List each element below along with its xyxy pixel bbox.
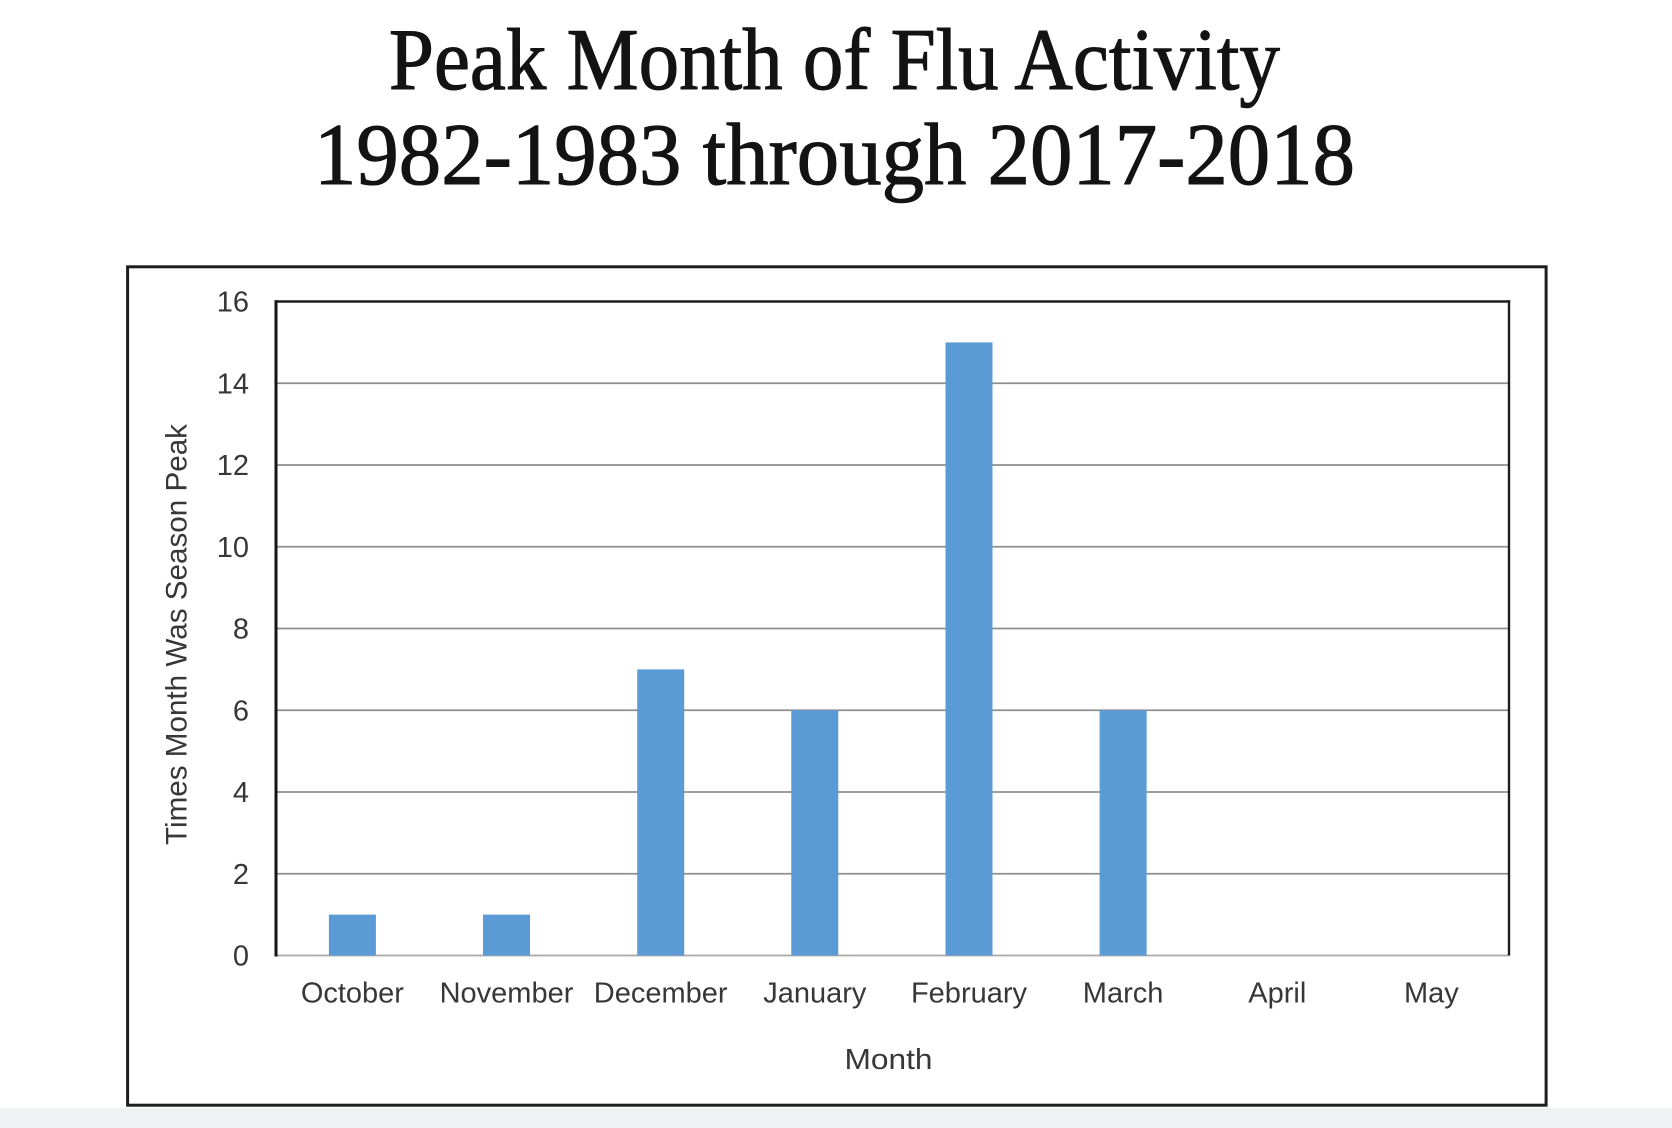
svg-text:January: January: [763, 978, 867, 1010]
svg-text:4: 4: [233, 777, 249, 809]
svg-text:10: 10: [217, 532, 249, 564]
svg-text:12: 12: [217, 450, 249, 482]
svg-text:16: 16: [217, 287, 249, 319]
svg-text:November: November: [440, 978, 574, 1010]
svg-text:April: April: [1248, 978, 1306, 1010]
svg-text:0: 0: [233, 941, 249, 973]
svg-text:1982-1983 through 2017-2018: 1982-1983 through 2017-2018: [314, 107, 1355, 204]
svg-text:Month: Month: [845, 1044, 933, 1076]
svg-text:May: May: [1404, 978, 1459, 1010]
svg-text:6: 6: [233, 695, 249, 727]
svg-text:December: December: [594, 978, 728, 1010]
svg-text:February: February: [911, 978, 1028, 1010]
svg-text:March: March: [1083, 978, 1164, 1010]
svg-text:Peak Month of Flu Activity: Peak Month of Flu Activity: [389, 12, 1280, 109]
svg-text:Times Month Was Season Peak: Times Month Was Season Peak: [161, 423, 194, 845]
svg-text:14: 14: [217, 368, 249, 400]
svg-text:2: 2: [233, 859, 249, 891]
svg-text:8: 8: [233, 614, 249, 646]
svg-text:October: October: [301, 978, 404, 1010]
